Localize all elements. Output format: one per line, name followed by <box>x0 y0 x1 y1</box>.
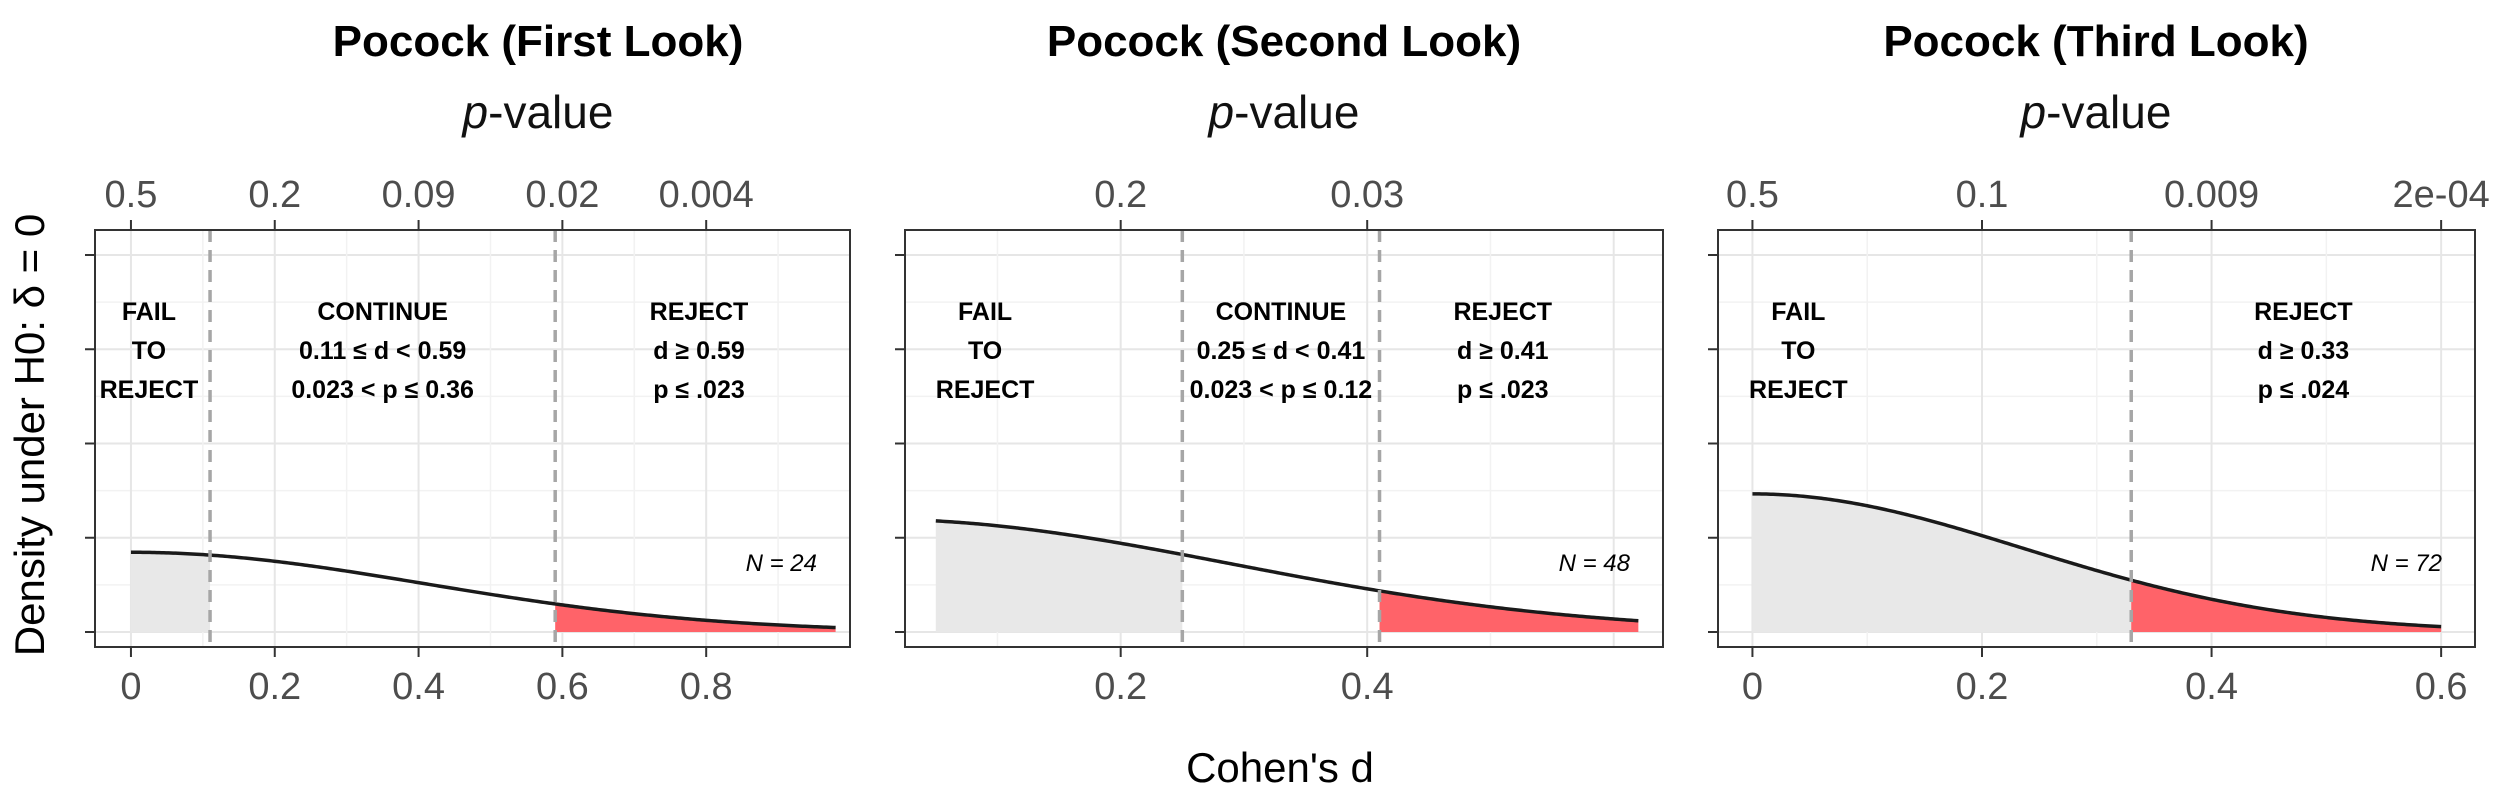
p-tick-label: 0.2 <box>248 174 301 216</box>
p-tick-label: 0.1 <box>1956 174 2009 216</box>
p-tick-label: 0.009 <box>2164 174 2259 216</box>
region-label: CONTINUE <box>317 298 448 326</box>
p-tick-label: 0.03 <box>1330 174 1404 216</box>
sample-size-label: N = 24 <box>746 550 817 577</box>
grid <box>95 230 850 647</box>
fail-region-area <box>935 520 1183 632</box>
reject-region-area <box>2131 580 2442 632</box>
region-label: REJECT <box>650 298 749 326</box>
region-label: REJECT <box>936 376 1035 404</box>
region-label: FAIL <box>958 298 1012 326</box>
region-label: REJECT <box>1749 376 1848 404</box>
fail-region-area <box>130 552 211 632</box>
x-tick-label: 0.2 <box>1094 666 1147 708</box>
region-label: FAIL <box>122 298 176 326</box>
density-curve <box>130 550 836 630</box>
x-tick-label: 0.2 <box>248 666 301 708</box>
panel-1: Pocock (First Look) p-value FAIL TO REJECT CO… <box>85 17 851 708</box>
region-label: p ≤ .023 <box>653 376 745 404</box>
sample-size-label: N = 72 <box>2371 550 2442 577</box>
p-tick-label: 0.5 <box>1726 174 1779 216</box>
panel-border <box>94 229 851 648</box>
p-tick-label: 0.02 <box>525 174 599 216</box>
region-label: d ≥ 0.33 <box>2258 337 2350 365</box>
region-label: REJECT <box>2254 298 2353 326</box>
x-tick-label: 0.8 <box>680 666 733 708</box>
x-tick-label: 0.6 <box>536 666 589 708</box>
region-label: TO <box>1781 337 1815 365</box>
secondary-axis-title: p-value <box>2019 86 2172 138</box>
panel-title: Pocock (First Look) <box>333 17 744 66</box>
x-tick-label: 0.4 <box>392 666 445 708</box>
region-label: TO <box>968 337 1002 365</box>
region-label: 0.11 ≤ d < 0.59 <box>299 337 466 365</box>
x-axis-title: Cohen's d <box>1186 744 1374 791</box>
y-axis-title: Density under H0: δ = 0 <box>6 214 53 656</box>
panel-title: Pocock (Third Look) <box>1883 17 2308 66</box>
region-label: d ≥ 0.41 <box>1457 337 1549 365</box>
fail-region-area <box>1752 493 2132 632</box>
secondary-axis-title: p-value <box>1207 86 1360 138</box>
region-label: TO <box>132 337 166 365</box>
p-tick-label: 0.09 <box>382 174 456 216</box>
region-label: FAIL <box>1771 298 1825 326</box>
region-label: REJECT <box>100 376 199 404</box>
region-label: p ≤ .023 <box>1457 376 1549 404</box>
region-label: REJECT <box>1453 298 1552 326</box>
panel-2: Pocock (Second Look) p-value FAIL TO REJECT C… <box>895 17 1664 708</box>
region-label: CONTINUE <box>1216 298 1347 326</box>
x-tick-label: 0.4 <box>2185 666 2238 708</box>
panels: Pocock (First Look) p-value FAIL TO REJECT CO… <box>85 17 2490 708</box>
x-tick-label: 0.2 <box>1956 666 2009 708</box>
secondary-axis-title: p-value <box>461 86 614 138</box>
density-curve <box>1752 492 2442 629</box>
p-tick-label: 0.004 <box>659 174 754 216</box>
p-tick-label: 2e-04 <box>2393 174 2490 216</box>
panel-title: Pocock (Second Look) <box>1047 17 1521 66</box>
x-tick-label: 0 <box>1742 666 1763 708</box>
x-tick-label: 0 <box>120 666 141 708</box>
panel-border <box>1717 229 2476 648</box>
p-tick-label: 0.5 <box>105 174 158 216</box>
panel-3: Pocock (Third Look) p-value FAIL TO REJECT RE… <box>1708 17 2490 708</box>
region-label: p ≤ .024 <box>2258 376 2350 404</box>
sample-size-label: N = 48 <box>1559 550 1631 577</box>
region-label: 0.023 < p ≤ 0.36 <box>291 376 474 404</box>
x-tick-label: 0.4 <box>1341 666 1394 708</box>
p-tick-label: 0.2 <box>1094 174 1147 216</box>
region-label: d ≥ 0.59 <box>653 337 745 365</box>
x-tick-label: 0.6 <box>2415 666 2468 708</box>
region-label: 0.023 < p ≤ 0.12 <box>1190 376 1373 404</box>
region-label: 0.25 ≤ d < 0.41 <box>1197 337 1366 365</box>
density-curve <box>935 519 1639 623</box>
panel-border <box>904 229 1664 648</box>
